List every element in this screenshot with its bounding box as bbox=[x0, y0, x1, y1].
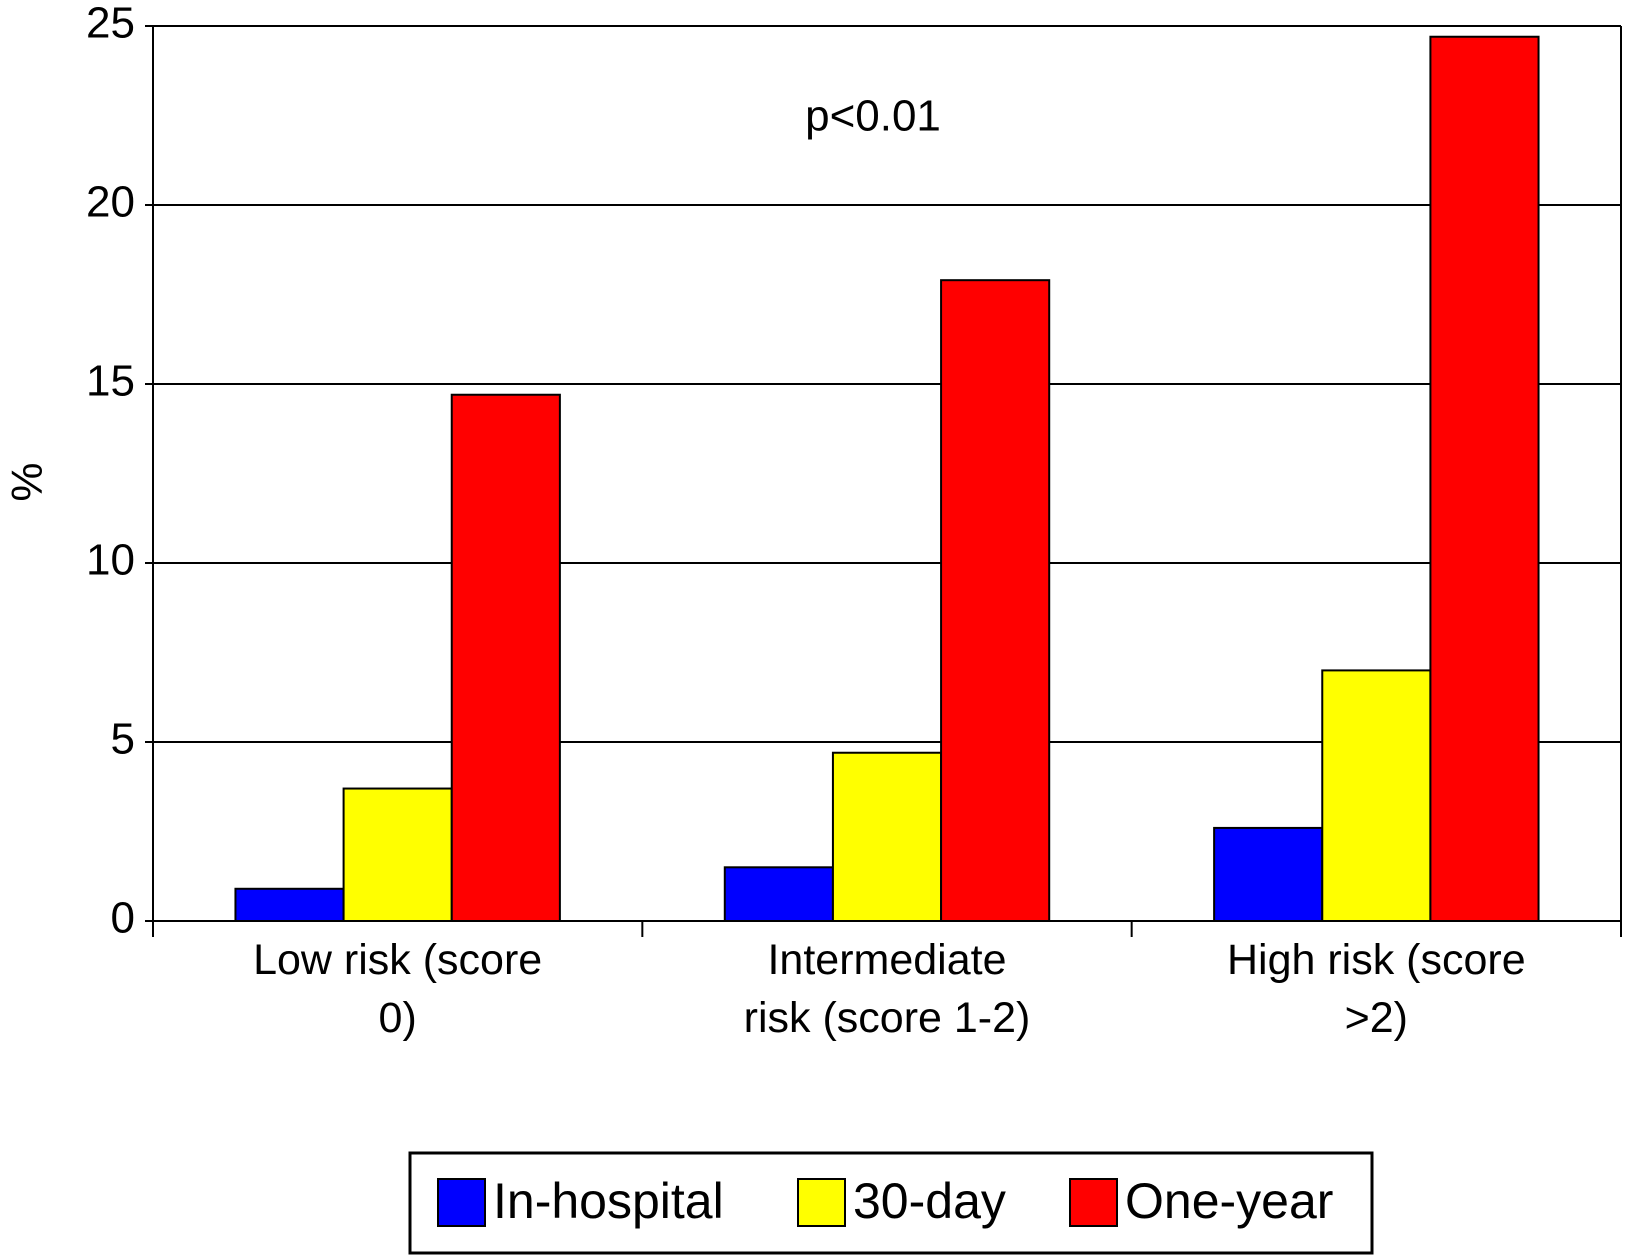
bar bbox=[342, 787, 453, 922]
bar bbox=[831, 751, 943, 922]
legend-swatch bbox=[1069, 1178, 1118, 1227]
x-tick-label: Low risk (score 0) bbox=[253, 936, 543, 1042]
y-tick-label: 10 bbox=[86, 536, 135, 585]
x-tick-label: Intermediate risk (score 1-2) bbox=[743, 936, 1031, 1042]
bar bbox=[450, 393, 561, 922]
x-tick-label: High risk (score >2) bbox=[1226, 936, 1526, 1042]
legend-swatch bbox=[437, 1178, 486, 1227]
annotation: p<0.01 bbox=[805, 92, 941, 141]
y-tick-label: 25 bbox=[86, 0, 135, 48]
legend-label: 30-day bbox=[853, 1173, 1006, 1229]
legend-swatch bbox=[797, 1178, 846, 1227]
legend-label: In-hospital bbox=[493, 1173, 724, 1229]
bar bbox=[1321, 669, 1432, 923]
bar bbox=[1429, 35, 1540, 923]
bar bbox=[723, 866, 834, 922]
bar bbox=[940, 279, 1051, 922]
legend-label: One-year bbox=[1125, 1173, 1333, 1229]
y-tick-label: 15 bbox=[86, 357, 135, 406]
y-axis-label: % bbox=[3, 462, 52, 501]
y-tick-label: 0 bbox=[111, 894, 135, 943]
bar bbox=[234, 887, 345, 923]
legend-box bbox=[408, 1151, 1374, 1255]
bar bbox=[1213, 826, 1324, 922]
y-tick-label: 5 bbox=[111, 715, 135, 764]
y-tick-label: 20 bbox=[86, 178, 135, 227]
